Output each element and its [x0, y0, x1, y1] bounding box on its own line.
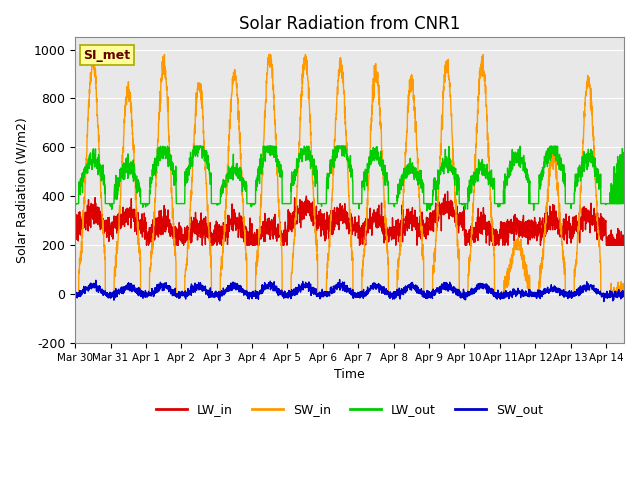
LW_in [444, 189, 451, 194]
SW_out [600, 299, 608, 304]
LW_in [282, 235, 289, 241]
LW_in [134, 212, 141, 217]
LW_in [609, 242, 617, 248]
Line: LW_out: LW_out [75, 146, 624, 211]
LW_in [550, 216, 558, 222]
SW_in [550, 152, 558, 158]
LW_out [134, 179, 141, 184]
SW_out [134, 290, 141, 296]
X-axis label: Time: Time [334, 368, 365, 381]
LW_in [143, 242, 150, 248]
SW_in [71, 291, 79, 297]
SW_out [71, 291, 79, 297]
SW_in [134, 219, 141, 225]
Line: SW_out: SW_out [75, 279, 624, 301]
LW_out [157, 143, 164, 149]
LW_out [609, 201, 617, 206]
Legend: LW_in, SW_in, LW_out, SW_out: LW_in, SW_in, LW_out, SW_out [151, 398, 548, 421]
SW_in [306, 104, 314, 109]
SW_in [282, 291, 289, 297]
SW_out [166, 286, 174, 291]
SW_in [161, 51, 168, 57]
SW_out [550, 287, 558, 293]
LW_out [423, 208, 431, 214]
LW_in [620, 240, 628, 246]
SW_in [609, 291, 617, 297]
SW_out [336, 276, 344, 282]
SW_out [305, 283, 313, 288]
LW_out [306, 150, 314, 156]
Text: SI_met: SI_met [83, 49, 131, 62]
LW_out [620, 150, 628, 156]
SW_out [282, 295, 289, 300]
LW_out [282, 201, 289, 206]
LW_in [166, 223, 174, 229]
SW_in [620, 288, 628, 293]
Y-axis label: Solar Radiation (W/m2): Solar Radiation (W/m2) [15, 117, 28, 263]
Line: SW_in: SW_in [75, 54, 624, 294]
LW_out [550, 153, 558, 158]
LW_out [71, 202, 79, 208]
SW_out [620, 289, 628, 295]
SW_out [609, 294, 617, 300]
Line: LW_in: LW_in [75, 192, 624, 245]
Title: Solar Radiation from CNR1: Solar Radiation from CNR1 [239, 15, 460, 33]
LW_in [71, 223, 79, 229]
LW_out [166, 152, 174, 157]
SW_in [166, 162, 174, 168]
LW_in [306, 207, 314, 213]
